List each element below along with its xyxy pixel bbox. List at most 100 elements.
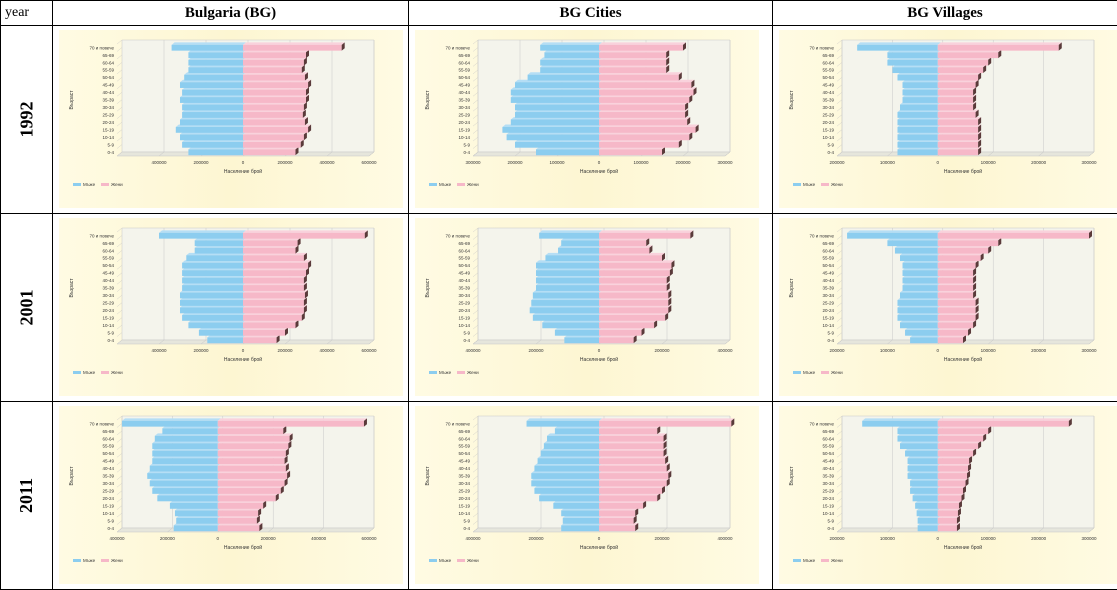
bar-male (536, 263, 599, 269)
row-gridline (837, 62, 842, 66)
year-cell: 1992 (1, 26, 53, 214)
bar-male (900, 443, 938, 449)
x-tick-label: 200000 (193, 348, 209, 353)
row-gridline (117, 145, 122, 149)
bar-female (938, 518, 957, 524)
row-gridline (837, 461, 842, 465)
age-tick-label: 55-59 (102, 256, 114, 261)
x-axis-label: Население брой (224, 356, 262, 363)
age-tick-label: 55-59 (102, 68, 114, 73)
row-gridline (117, 70, 122, 74)
row-gridline (837, 70, 842, 74)
row-gridline (473, 491, 478, 495)
age-tick-label: 10-14 (102, 511, 114, 516)
bar-male-top (540, 42, 602, 44)
bar-female (599, 293, 668, 299)
bar-male (162, 428, 217, 434)
age-tick-label: 5-9 (463, 330, 470, 335)
row-gridline (473, 468, 478, 472)
legend-swatch-male (429, 559, 437, 562)
age-tick-label: 15-19 (458, 127, 470, 132)
bar-female (938, 315, 976, 321)
row-gridline (473, 265, 478, 269)
row-gridline (117, 92, 122, 96)
x-tick-label: 0 (242, 348, 245, 353)
row-gridline (473, 288, 478, 292)
x-tick-label: 400000 (109, 536, 125, 541)
row-gridline (117, 250, 122, 254)
x-tick-label: 200000 (829, 348, 845, 353)
age-tick-label: 70 и повече (810, 421, 835, 426)
row-gridline (473, 130, 478, 134)
legend-label-female: Жени (831, 370, 843, 375)
x-tick-label: 200000 (277, 348, 293, 353)
bar-female (938, 481, 966, 487)
bar-male (897, 119, 937, 125)
bar-male (122, 421, 218, 427)
bar-female (599, 248, 649, 254)
row-gridline (117, 446, 122, 450)
bar-male (170, 503, 218, 509)
bar-male (176, 518, 218, 524)
legend-swatch-male (429, 183, 437, 186)
age-tick-label: 10-14 (822, 323, 834, 328)
x-axis-label: Население брой (944, 168, 982, 175)
x-tick-label: 0 (242, 160, 245, 165)
bar-male (903, 263, 938, 269)
age-tick-label: 50-54 (458, 451, 470, 456)
bar-male (182, 270, 243, 276)
age-tick-label: 0-4 (463, 526, 470, 531)
bar-female (599, 119, 687, 125)
row-gridline (837, 107, 842, 111)
age-tick-label: 45-49 (458, 271, 470, 276)
row-gridline (473, 325, 478, 329)
row-gridline (837, 130, 842, 134)
row-gridline (473, 77, 478, 81)
age-tick-label: 30-34 (458, 105, 470, 110)
row-gridline (837, 250, 842, 254)
row-gridline (837, 55, 842, 59)
y-axis-label: Възраст (69, 466, 75, 486)
legend-swatch-female (821, 183, 829, 186)
bar-female (599, 481, 667, 487)
row-gridline (473, 318, 478, 322)
bar-female (599, 503, 643, 509)
row-gridline (117, 506, 122, 510)
age-tick-label: 35-39 (102, 474, 114, 479)
x-tick-label: 100000 (549, 160, 565, 165)
age-tick-label: 0-4 (827, 150, 834, 155)
legend-label-male: Мъже (439, 558, 452, 563)
legend-swatch-female (101, 371, 109, 374)
bar-female (599, 127, 696, 133)
bar-female (938, 248, 988, 254)
x-axis-label: Население брой (944, 544, 982, 551)
row-gridline (473, 483, 478, 487)
pyramid-svg: 0-45-910-1415-1920-2425-2930-3435-3940-4… (415, 218, 759, 396)
age-tick-label: 40-44 (458, 466, 470, 471)
x-tick-label: 200000 (654, 536, 670, 541)
x-tick-label: 0 (598, 160, 601, 165)
bar-male (544, 52, 599, 58)
bar-female (243, 337, 277, 343)
bar-male (913, 495, 938, 501)
age-tick-label: 15-19 (102, 127, 114, 132)
row-gridline (117, 303, 122, 307)
bar-female (599, 443, 664, 449)
age-tick-label: 20-24 (102, 120, 114, 125)
bar-male (539, 495, 599, 501)
bar-male (195, 248, 243, 254)
row-gridline (117, 107, 122, 111)
bar-female-top (938, 230, 1092, 232)
x-tick-label: 300000 (1081, 160, 1097, 165)
bar-male (182, 142, 243, 148)
legend-label-male: Мъже (83, 370, 96, 375)
x-tick-label: 600000 (361, 160, 377, 165)
legend-label-male: Мъже (803, 558, 816, 563)
bar-male (903, 82, 938, 88)
row-gridline (837, 235, 842, 239)
